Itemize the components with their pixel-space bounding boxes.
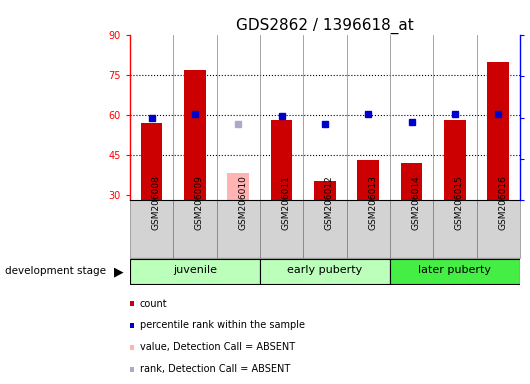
- Text: count: count: [140, 299, 167, 309]
- Bar: [271, 120, 293, 200]
- Text: GSM206008: GSM206008: [152, 175, 161, 230]
- Text: GSM206009: GSM206009: [195, 175, 204, 230]
- Bar: [260, 259, 390, 284]
- Bar: [444, 120, 466, 200]
- Text: percentile rank within the sample: percentile rank within the sample: [140, 321, 305, 331]
- Text: GSM206016: GSM206016: [498, 175, 507, 230]
- Text: juvenile: juvenile: [173, 265, 217, 275]
- Bar: [173, 200, 217, 258]
- Text: GSM206013: GSM206013: [368, 175, 377, 230]
- Bar: [476, 200, 520, 258]
- Text: GSM206014: GSM206014: [412, 175, 421, 230]
- Text: development stage: development stage: [5, 266, 107, 276]
- Bar: [314, 181, 335, 200]
- Text: later puberty: later puberty: [418, 265, 491, 275]
- Text: value, Detection Call = ABSENT: value, Detection Call = ABSENT: [140, 343, 295, 353]
- Bar: [390, 259, 520, 284]
- Bar: [357, 160, 379, 200]
- Bar: [303, 200, 347, 258]
- Bar: [260, 200, 303, 258]
- Bar: [184, 70, 206, 200]
- Text: ▶: ▶: [114, 265, 124, 278]
- Bar: [227, 174, 249, 200]
- Text: rank, Detection Call = ABSENT: rank, Detection Call = ABSENT: [140, 364, 290, 374]
- Bar: [390, 200, 433, 258]
- Bar: [433, 200, 476, 258]
- Bar: [130, 200, 173, 258]
- Text: GSM206015: GSM206015: [455, 175, 464, 230]
- Title: GDS2862 / 1396618_at: GDS2862 / 1396618_at: [236, 17, 414, 34]
- Bar: [140, 123, 162, 200]
- Bar: [130, 259, 260, 284]
- Text: GSM206012: GSM206012: [325, 175, 334, 230]
- Bar: [217, 200, 260, 258]
- Text: GSM206010: GSM206010: [238, 175, 247, 230]
- Bar: [401, 163, 422, 200]
- Text: GSM206011: GSM206011: [281, 175, 290, 230]
- Text: early puberty: early puberty: [287, 265, 363, 275]
- Bar: [347, 200, 390, 258]
- Bar: [488, 61, 509, 200]
